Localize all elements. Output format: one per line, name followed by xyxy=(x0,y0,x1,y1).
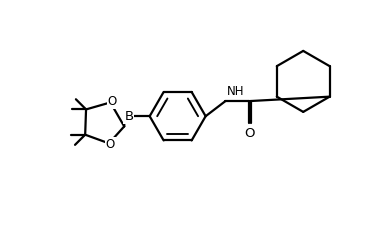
Text: B: B xyxy=(124,110,133,123)
Text: NH: NH xyxy=(227,85,244,98)
Text: O: O xyxy=(107,95,116,108)
Text: O: O xyxy=(245,127,255,140)
Text: O: O xyxy=(106,138,115,151)
